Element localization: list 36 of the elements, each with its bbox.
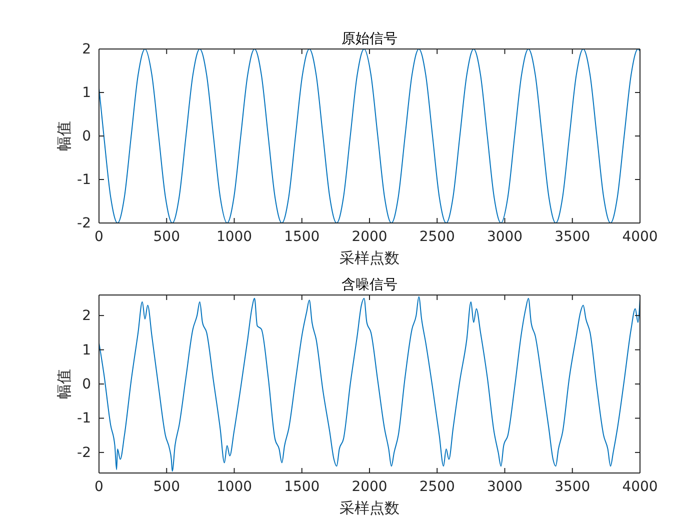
y-axis-title: 幅值 <box>55 369 73 399</box>
x-axis-title: 采样点数 <box>340 249 400 267</box>
x-tick-label: 2500 <box>419 478 455 495</box>
x-tick-label: 0 <box>94 478 104 495</box>
y-tick-label: 1 <box>82 342 91 358</box>
line-series <box>99 49 640 223</box>
line-series <box>99 296 640 472</box>
x-tick-label: 500 <box>153 478 180 495</box>
y-tick-label: -2 <box>77 444 91 461</box>
x-tick-label: 1000 <box>216 478 252 495</box>
x-tick-label: 2000 <box>352 478 388 495</box>
y-tick-label: 1 <box>82 84 91 101</box>
x-tick-label: 4000 <box>622 228 658 245</box>
y-tick-label: 2 <box>82 308 91 324</box>
x-tick-label: 2000 <box>352 228 388 245</box>
chart-title: 含噪信号 <box>342 277 398 293</box>
chart-title: 原始信号 <box>342 31 398 47</box>
x-tick-label: 3000 <box>486 478 523 495</box>
x-tick-label: 3500 <box>554 228 590 245</box>
x-tick-label: 0 <box>94 228 104 245</box>
x-tick-label: 3000 <box>486 228 523 245</box>
x-tick-label: 1500 <box>284 228 320 245</box>
x-tick-label: 2500 <box>419 228 455 245</box>
x-tick-label: 4000 <box>622 478 658 495</box>
x-tick-label: 500 <box>153 228 180 245</box>
y-tick-label: 0 <box>82 376 91 392</box>
x-axis-title: 采样点数 <box>340 499 400 517</box>
y-tick-label: -1 <box>77 172 91 188</box>
y-tick-label: 2 <box>82 41 91 58</box>
y-tick-label: -2 <box>77 215 91 232</box>
x-tick-label: 3500 <box>554 478 590 495</box>
y-tick-label: 0 <box>82 128 91 144</box>
x-tick-label: 1000 <box>216 228 252 245</box>
x-tick-label: 1500 <box>284 478 320 495</box>
y-axis-title: 幅值 <box>55 121 73 151</box>
y-tick-label: -1 <box>77 410 91 427</box>
